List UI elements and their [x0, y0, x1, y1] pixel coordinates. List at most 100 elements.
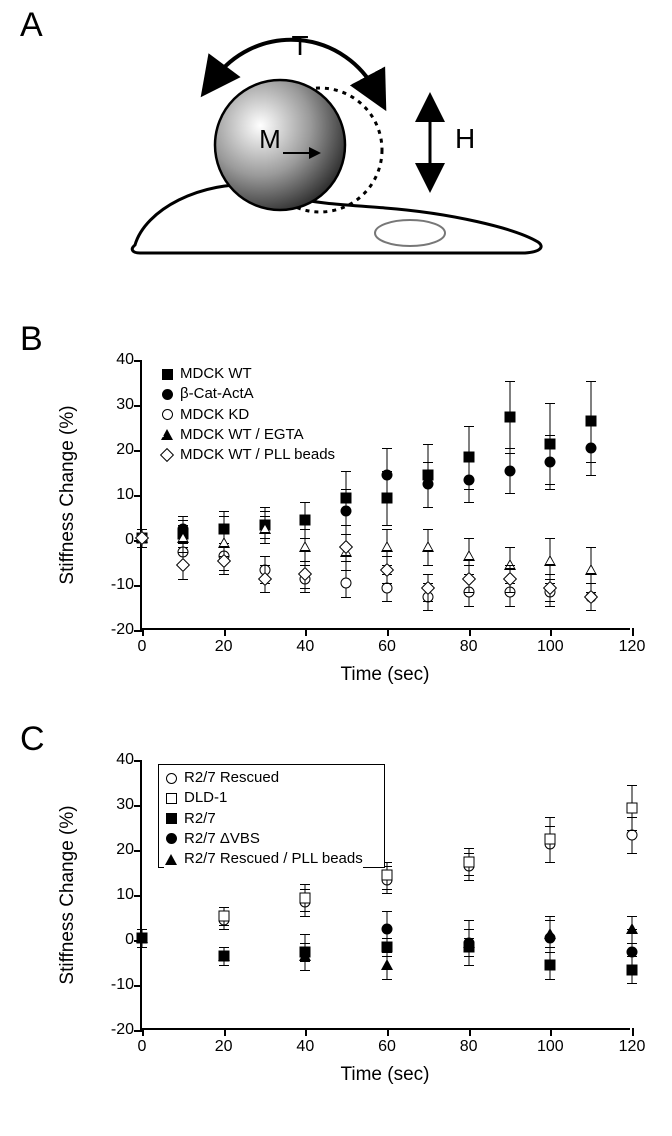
- ytick-label: 20: [102, 441, 134, 459]
- bead-m-label: M: [259, 124, 281, 154]
- legend-item: R2/7: [164, 809, 363, 829]
- legend-item: MDCK WT: [160, 364, 335, 384]
- ytick-label: 30: [102, 396, 134, 414]
- ytick-label: 40: [102, 351, 134, 369]
- panel-b-label: B: [20, 320, 43, 359]
- xtick-label: 60: [378, 638, 396, 656]
- ytick: [134, 405, 142, 407]
- xtick: [305, 1028, 307, 1036]
- ytick-label: -10: [102, 976, 134, 994]
- xtick-label: 20: [215, 1038, 233, 1056]
- ytick: [134, 850, 142, 852]
- ytick: [134, 450, 142, 452]
- panel-a-diagram: M T H: [120, 20, 550, 290]
- ytick: [134, 495, 142, 497]
- xtick-label: 80: [460, 1038, 478, 1056]
- legend-item: R2/7 ΔVBS: [164, 829, 363, 849]
- ytick-label: 0: [102, 531, 134, 549]
- xtick-label: 80: [460, 638, 478, 656]
- xtick-label: 0: [138, 1038, 147, 1056]
- panel-a-label: A: [20, 6, 43, 45]
- legend-item: MDCK WT / EGTA: [160, 425, 335, 445]
- ytick: [134, 760, 142, 762]
- ytick-label: 20: [102, 841, 134, 859]
- chart-b-xlabel: Time (sec): [140, 664, 630, 686]
- chart-c-ylabel: Stiffness Change (%): [57, 805, 79, 984]
- ytick-label: -10: [102, 576, 134, 594]
- torque-label: T: [291, 30, 308, 61]
- legend-swatch: [164, 832, 178, 846]
- xtick-label: 120: [619, 1038, 646, 1056]
- ytick-label: 10: [102, 486, 134, 504]
- ytick-label: -20: [102, 621, 134, 639]
- xtick: [632, 1028, 634, 1036]
- diagram-svg: M T H: [120, 20, 550, 290]
- ytick-label: 40: [102, 751, 134, 769]
- xtick-label: 40: [296, 638, 314, 656]
- legend-item: R2/7 Rescued: [164, 768, 363, 788]
- ytick: [134, 895, 142, 897]
- legend-item: MDCK KD: [160, 405, 335, 425]
- xtick: [469, 1028, 471, 1036]
- xtick: [142, 628, 144, 636]
- legend-label: MDCK WT / EGTA: [180, 425, 304, 445]
- legend-swatch: [160, 408, 174, 422]
- ytick: [134, 805, 142, 807]
- legend-item: β-Cat-ActA: [160, 384, 335, 404]
- legend-label: DLD-1: [184, 788, 227, 808]
- xtick: [550, 628, 552, 636]
- xtick: [224, 1028, 226, 1036]
- xtick-label: 0: [138, 638, 147, 656]
- ytick: [134, 1030, 142, 1032]
- xtick-label: 120: [619, 638, 646, 656]
- ytick: [134, 585, 142, 587]
- ytick-label: 30: [102, 796, 134, 814]
- xtick: [387, 1028, 389, 1036]
- legend-label: MDCK KD: [180, 405, 249, 425]
- xtick: [387, 628, 389, 636]
- legend-swatch: [160, 428, 174, 442]
- panel-b-chart: 020406080100120-20-10010203040 Time (sec…: [140, 360, 630, 630]
- legend-label: MDCK WT: [180, 364, 252, 384]
- panel-c-label: C: [20, 720, 45, 759]
- xtick-label: 100: [537, 638, 564, 656]
- height-label: H: [455, 123, 475, 154]
- ytick: [134, 985, 142, 987]
- xtick: [142, 1028, 144, 1036]
- chart-c-xlabel: Time (sec): [140, 1064, 630, 1086]
- legend-swatch: [160, 448, 174, 462]
- legend-swatch: [160, 367, 174, 381]
- panel-c-chart: 020406080100120-20-10010203040 Time (sec…: [140, 760, 630, 1030]
- legend-swatch: [160, 387, 174, 401]
- legend-swatch: [164, 771, 178, 785]
- ytick-label: 10: [102, 886, 134, 904]
- legend-label: R2/7 ΔVBS: [184, 829, 260, 849]
- ytick: [134, 630, 142, 632]
- chart-b-legend: MDCK WTβ-Cat-ActAMDCK KDMDCK WT / EGTAMD…: [160, 364, 335, 465]
- chart-b-ylabel: Stiffness Change (%): [57, 405, 79, 584]
- legend-label: R2/7 Rescued / PLL beads: [184, 849, 363, 869]
- xtick: [550, 1028, 552, 1036]
- legend-label: R2/7 Rescued: [184, 768, 279, 788]
- legend-swatch: [164, 852, 178, 866]
- figure-page: A: [0, 0, 672, 1136]
- legend-label: R2/7: [184, 809, 216, 829]
- legend-item: R2/7 Rescued / PLL beads: [164, 849, 363, 869]
- xtick: [469, 628, 471, 636]
- xtick: [224, 628, 226, 636]
- legend-label: β-Cat-ActA: [180, 384, 254, 404]
- legend-swatch: [164, 812, 178, 826]
- legend-item: MDCK WT / PLL beads: [160, 445, 335, 465]
- xtick: [632, 628, 634, 636]
- ytick: [134, 360, 142, 362]
- xtick-label: 60: [378, 1038, 396, 1056]
- chart-c-legend: R2/7 RescuedDLD-1R2/7R2/7 ΔVBSR2/7 Rescu…: [164, 768, 363, 869]
- legend-label: MDCK WT / PLL beads: [180, 445, 335, 465]
- xtick-label: 40: [296, 1038, 314, 1056]
- ytick-label: -20: [102, 1021, 134, 1039]
- xtick-label: 100: [537, 1038, 564, 1056]
- xtick-label: 20: [215, 638, 233, 656]
- xtick: [305, 628, 307, 636]
- legend-swatch: [164, 791, 178, 805]
- legend-item: DLD-1: [164, 788, 363, 808]
